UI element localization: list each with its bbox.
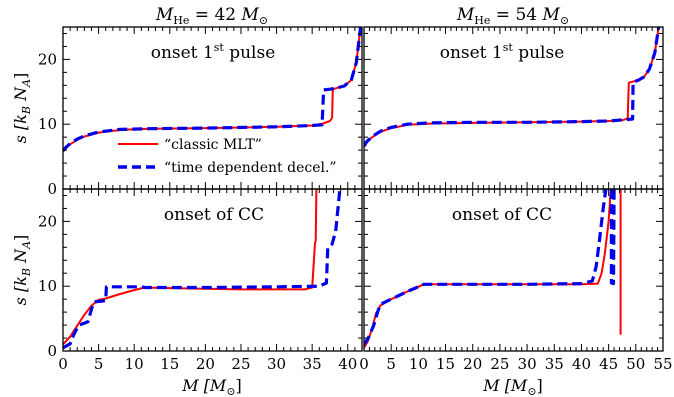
- legend: “classic MLT” “time dependent decel.”: [118, 137, 337, 176]
- xtick-label: 25: [490, 355, 509, 373]
- ytick-label: 0: [47, 342, 57, 360]
- series-tdd-line-1-1: [364, 27, 661, 148]
- series-tdd-line-0-1: [63, 27, 362, 152]
- panel-bottom-right: 0 5 10 15 20 25 30 35 40 45 50 55: [359, 188, 673, 373]
- title-left: MHe = 42 M⊙: [155, 5, 268, 27]
- annotation-cc-left: onset of CC: [164, 205, 264, 225]
- xtick-label: 40: [572, 355, 591, 373]
- xtick-label: 35: [545, 355, 564, 373]
- panel-bottom-left: 0 10 20 0 5 10 15 20 25 30 35 40: [38, 188, 363, 373]
- xtick-label: 45: [599, 355, 618, 373]
- legend-label-tdd: “time dependent decel.”: [164, 160, 337, 176]
- annotation-pulse-left: onset 1st pulse: [151, 41, 276, 63]
- series-tdd-line-3-3: [609, 189, 616, 286]
- ytick-label: 10: [38, 277, 57, 295]
- xlabel-left: M [M⊙]: [181, 376, 242, 397]
- ytick-label: 20: [38, 212, 57, 230]
- xtick-label: 20: [196, 355, 215, 373]
- xtick-label: 15: [160, 355, 179, 373]
- ylabel-top: s [kB NA]: [11, 73, 33, 144]
- xtick-label: 30: [518, 355, 537, 373]
- xlabel-right: M [M⊙]: [482, 376, 543, 397]
- legend-label-mlt: “classic MLT”: [164, 137, 262, 153]
- xtick-label: 5: [94, 355, 104, 373]
- xtick-label: 30: [267, 355, 286, 373]
- xtick-label: 0: [359, 355, 369, 373]
- ytick-label: 0: [47, 180, 57, 198]
- xtick-label: 55: [653, 355, 672, 373]
- annotation-pulse-right: onset 1st pulse: [440, 41, 565, 63]
- annotation-cc-right: onset of CC: [452, 205, 552, 225]
- xtick-label: 10: [125, 355, 144, 373]
- ytick-label: 10: [38, 115, 57, 133]
- xtick-label: 15: [436, 355, 455, 373]
- xtick-label: 25: [231, 355, 250, 373]
- xtick-label: 20: [463, 355, 482, 373]
- series-tdd-line-2-1: [63, 189, 342, 350]
- xtick-label: 50: [626, 355, 645, 373]
- xtick-label: 35: [303, 355, 322, 373]
- xtick-label: 40: [338, 355, 357, 373]
- series-tdd-line-3-1: [364, 189, 608, 346]
- ylabel-bottom: s [kB NA]: [11, 235, 33, 306]
- ytick-label: 20: [38, 50, 57, 68]
- xtick-label: 5: [386, 355, 396, 373]
- axes-frame-3: [363, 188, 664, 352]
- panel-top-left: 0 10 20: [38, 26, 363, 198]
- xtick-label: 0: [58, 355, 68, 373]
- xtick-label: 10: [409, 355, 428, 373]
- title-right: MHe = 54 M⊙: [456, 5, 569, 27]
